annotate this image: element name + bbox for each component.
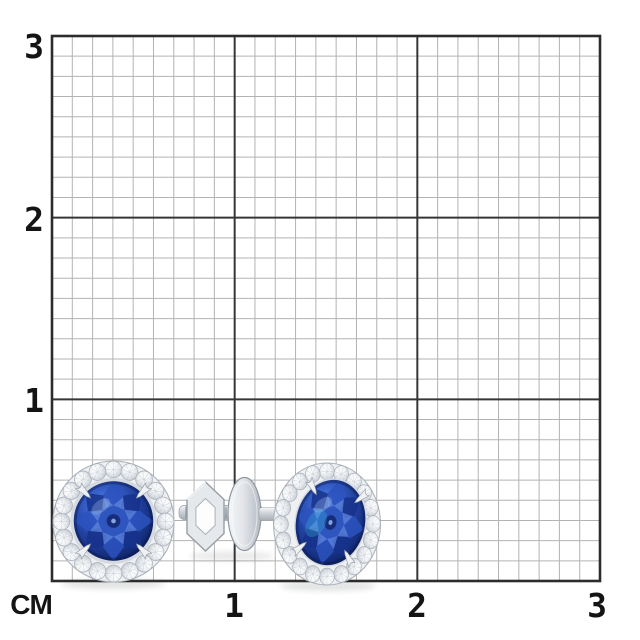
- diamond-halo: [52, 460, 175, 583]
- diamond-halo: [273, 462, 381, 586]
- prongs: [74, 482, 153, 560]
- y-axis-tick-1: 1: [24, 381, 44, 420]
- x-axis-tick-3: 3: [587, 586, 607, 625]
- unit-label-cm: CM: [10, 589, 53, 620]
- halo-bezel: [52, 460, 175, 583]
- right-earring-image: [273, 462, 381, 586]
- halo-bezel: [273, 462, 381, 586]
- screw-nut: [186, 481, 225, 552]
- sapphire-stone: [288, 473, 373, 571]
- x-axis-tick-2: 2: [407, 586, 427, 625]
- prongs: [291, 476, 370, 569]
- screw-thread: [183, 506, 231, 519]
- y-axis-tick-3: 3: [24, 27, 44, 66]
- screw-back-post-image: [178, 476, 282, 552]
- x-axis-tick-1: 1: [224, 586, 244, 625]
- back-disc: [227, 476, 262, 552]
- teal-glint: [305, 509, 327, 538]
- left-earring-image: [52, 460, 175, 583]
- y-axis-tick-2: 2: [24, 200, 44, 239]
- sapphire-stone: [74, 481, 153, 560]
